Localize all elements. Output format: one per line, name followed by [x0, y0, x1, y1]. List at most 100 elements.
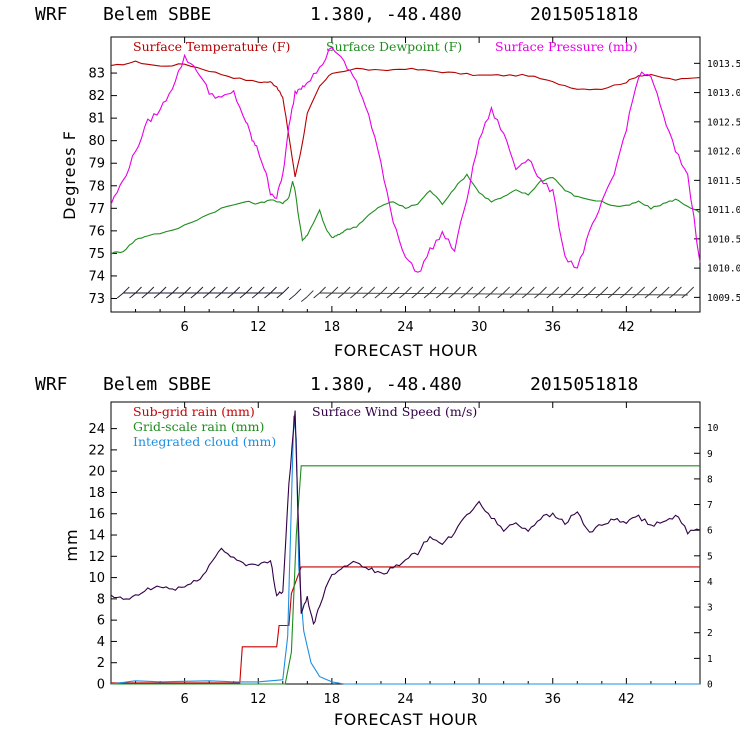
wind-barb-baseline [319, 292, 688, 296]
bottom-ytick-label: 10 [88, 571, 105, 586]
top-y2tick-label: 1013.0 [707, 88, 740, 99]
wind-barb [141, 292, 149, 299]
bottom-ytick-label: 0 [97, 678, 105, 693]
top-title-model: WRF [35, 4, 68, 25]
bottom-title-init: 2015051818 [530, 374, 638, 395]
wind-barb [215, 292, 222, 299]
series-line-surface-temperature [110, 60, 701, 178]
bottom-ytick-label: 16 [88, 507, 105, 522]
wind-barb [644, 292, 652, 299]
bottom-y2tick-label: 7 [707, 500, 713, 511]
wind-barb-flag [650, 286, 658, 294]
wind-barb-flag [564, 286, 572, 294]
top-legend-temperature: Surface Temperature (F) [133, 39, 290, 54]
top-y2tick-label: 1011.5 [707, 176, 740, 187]
wind-barb-flag [159, 286, 167, 294]
bottom-title-station: Belem SBBE [103, 374, 211, 395]
bottom-y2tick-label: 4 [707, 577, 713, 588]
wind-barb-flag [491, 286, 498, 294]
bottom-ytick-label: 2 [97, 656, 105, 671]
bottom-title-coords: 1.380, -48.480 [310, 374, 462, 395]
top-y2tick-label: 1010.5 [707, 234, 740, 245]
top-y2tick-label: 1011.0 [707, 205, 740, 216]
wind-barb [571, 292, 578, 299]
top-legend-pressure: Surface Pressure (mb) [495, 39, 638, 54]
wind-barb-flag [294, 288, 302, 296]
wind-barb-flag [638, 286, 645, 294]
wind-barb-flag [196, 286, 204, 294]
wind-barb-flag [380, 286, 388, 294]
top-xtick-label: 12 [250, 320, 267, 335]
wind-barb [153, 292, 161, 299]
wind-barb-flag [601, 286, 609, 294]
wind-barb-flag [392, 286, 400, 294]
wind-barb-flag [576, 286, 584, 294]
bottom-legend-wind-speed: Surface Wind Speed (m/s) [312, 404, 477, 419]
wind-barb-flag [257, 286, 265, 294]
bottom-y2tick-label: 1 [707, 654, 713, 665]
wind-barb-flag [172, 286, 179, 294]
bottom-xtick-label: 24 [397, 692, 414, 707]
wind-barb-flag [307, 290, 314, 297]
bottom-ytick-label: 22 [88, 443, 105, 458]
bottom-axis-ticks: 6 12 18 24 30 36 42024681012141618202224012345… [88, 402, 719, 707]
top-y-axis-label: Degrees F [60, 130, 79, 220]
series-line-surface-pressure [110, 46, 701, 273]
wind-barb [656, 292, 664, 299]
series-line-surface-wind-speed [110, 410, 701, 626]
wind-barb-flag [221, 286, 228, 294]
series-line-integrated-cloud [110, 415, 700, 685]
bottom-title-model: WRF [35, 374, 68, 395]
top-xtick-label: 18 [324, 320, 341, 335]
wind-barb [239, 292, 247, 299]
wind-barb [558, 292, 566, 299]
bottom-y2tick-label: 3 [707, 603, 713, 614]
bottom-ytick-label: 24 [88, 422, 105, 437]
wind-barb [129, 292, 136, 299]
wind-barb [313, 292, 320, 299]
wind-barb [607, 292, 615, 299]
bottom-ytick-label: 12 [88, 550, 105, 565]
top-legend-dewpoint: Surface Dewpoint (F) [326, 39, 462, 54]
top-y2tick-label: 1009.5 [707, 293, 740, 304]
top-title-station: Belem SBBE [103, 4, 211, 25]
top-ytick-label: 74 [88, 269, 105, 284]
wind-barb-flag [282, 286, 290, 294]
top-xtick-label: 6 [180, 320, 188, 335]
wind-barb-flag [356, 286, 363, 294]
wind-barb [190, 292, 198, 299]
top-xtick-label: 24 [397, 320, 414, 335]
wind-barb [681, 292, 689, 299]
top-title-coords: 1.380, -48.480 [310, 4, 462, 25]
wind-barb [632, 292, 639, 299]
wind-barb [288, 294, 296, 301]
top-title-init: 2015051818 [530, 4, 638, 25]
top-ytick-label: 78 [88, 179, 105, 194]
bottom-xtick-label: 36 [544, 692, 561, 707]
bottom-ytick-label: 4 [97, 635, 105, 650]
wind-barb [362, 292, 369, 299]
bottom-ytick-label: 8 [97, 592, 105, 607]
top-series-group [110, 46, 701, 273]
top-ytick-label: 75 [88, 247, 105, 262]
wind-barb [276, 292, 284, 299]
top-plot-frame [110, 36, 701, 313]
top-x-axis-label: FORECAST HOUR [334, 341, 478, 360]
wind-barb [227, 292, 234, 299]
bottom-y2tick-label: 9 [707, 449, 713, 460]
top-ytick-label: 73 [88, 292, 105, 307]
wind-barb-flag [441, 286, 449, 294]
wind-barb-flag [503, 286, 510, 294]
bottom-ytick-label: 20 [88, 465, 105, 480]
bottom-x-axis-label: FORECAST HOUR [334, 710, 478, 729]
bottom-xtick-label: 42 [618, 692, 635, 707]
wind-barb-flag [626, 286, 633, 294]
bottom-y2tick-label: 5 [707, 551, 713, 562]
wind-barb-flag [368, 286, 376, 294]
wind-barb [350, 292, 357, 299]
wind-barb-flag [405, 286, 412, 294]
wind-barb [374, 292, 382, 299]
bottom-ytick-label: 18 [88, 486, 105, 501]
wind-barb-flag [184, 286, 191, 294]
wind-barb-flag [589, 286, 596, 294]
